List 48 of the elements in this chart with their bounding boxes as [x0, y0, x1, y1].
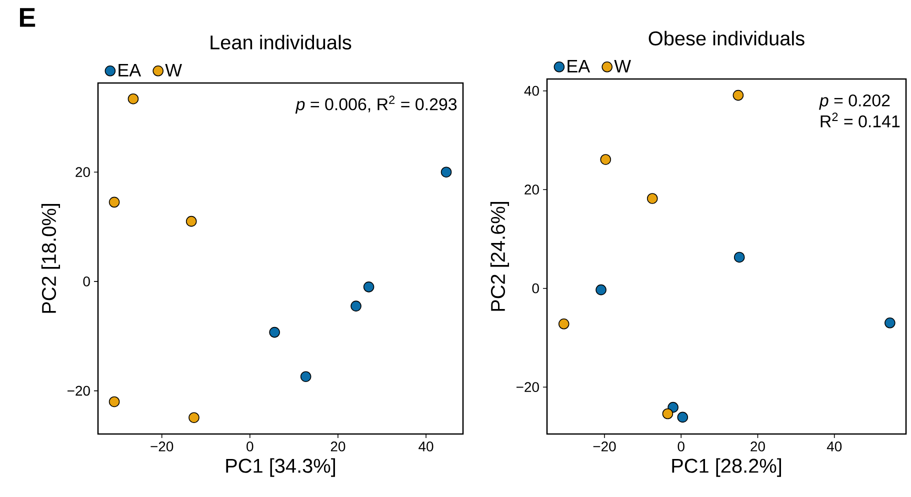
point [269, 326, 280, 338]
y-axis-title: PC2 [24.6%] [490, 202, 509, 311]
legend-label: EA [118, 64, 142, 76]
point [558, 318, 570, 330]
point [646, 193, 658, 204]
point [186, 216, 197, 227]
annotation: p = 0.202 [819, 94, 890, 110]
y-tick-label: 40 [524, 86, 539, 96]
point [188, 412, 200, 423]
x-tick-label: 20 [750, 442, 765, 452]
legend-label: EA [568, 60, 590, 72]
annotation: R$^{2}$ = 0.141 [820, 112, 900, 128]
x-axis-title: PC1 [34.3%] [226, 458, 335, 477]
annotation: p = 0.006, R$^{2}$ = 0.293 [295, 96, 457, 114]
chart-title: Obese individuals [648, 30, 804, 46]
point [300, 371, 312, 382]
y-tick-label: 20 [524, 184, 539, 195]
point [600, 154, 612, 165]
point [128, 93, 139, 104]
point [732, 90, 744, 101]
x-tick-label: −20 [593, 442, 616, 452]
y-tick-label: −20 [68, 386, 90, 396]
chart-title: Lean individuals [210, 34, 352, 50]
y-tick-label: 0 [83, 276, 90, 286]
point [350, 300, 362, 312]
point [884, 318, 896, 328]
y-tick-label: 20 [76, 167, 90, 178]
y-axis-title: PC2 [18.0%] [41, 204, 60, 313]
x-tick-label: 0 [246, 442, 254, 452]
x-tick-label: 0 [678, 442, 684, 452]
legend-label: W [614, 60, 631, 72]
y-tick-label: −20 [516, 382, 539, 392]
legend-label: W [165, 64, 182, 76]
x-axis-title: PC1 [28.2%] [672, 458, 781, 477]
point [734, 252, 745, 263]
y-tick-label: 0 [532, 283, 539, 294]
text: E [20, 8, 36, 27]
point [440, 166, 452, 178]
point [363, 282, 374, 292]
point [677, 412, 688, 423]
point [108, 396, 120, 408]
point [596, 284, 606, 296]
x-tick-label: 20 [330, 442, 346, 452]
point [108, 196, 120, 208]
x-tick-label: 40 [826, 442, 842, 452]
point [662, 408, 674, 420]
x-tick-label: 40 [418, 442, 434, 452]
x-tick-label: −20 [150, 442, 174, 452]
